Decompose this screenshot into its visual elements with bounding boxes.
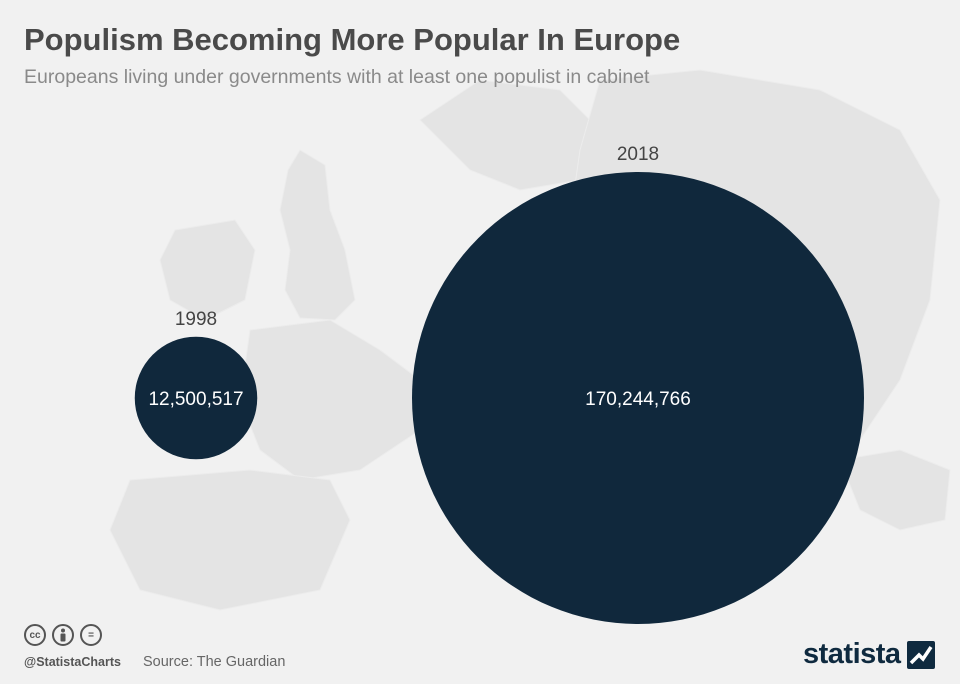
person-icon [60,628,66,642]
source-note: Source: The Guardian [143,654,286,670]
equals-icon-glyph: = [88,629,94,641]
value-label-2018: 170,244,766 [585,389,691,410]
brand-wordmark: statista [803,638,901,670]
bubble-2018 [412,172,864,624]
year-label-2018: 2018 [617,144,659,165]
statista-logo-icon [906,640,935,669]
year-label-1998: 1998 [175,309,217,330]
social-handle[interactable]: @StatistaCharts [24,655,121,669]
no-derivatives-icon[interactable]: = [80,624,102,646]
attribution-icon[interactable] [52,624,74,646]
page-title: Populism Becoming More Popular In Europe [24,22,681,57]
creative-commons-icon[interactable]: cc [24,624,46,646]
value-label-1998: 12,500,517 [148,389,243,410]
license-icons: cc = [24,624,102,646]
cc-icon-glyph: cc [29,629,41,641]
statista-logo[interactable]: statista [803,638,935,671]
bubble-1998 [134,336,258,460]
page-subtitle: Europeans living under governments with … [24,66,650,88]
